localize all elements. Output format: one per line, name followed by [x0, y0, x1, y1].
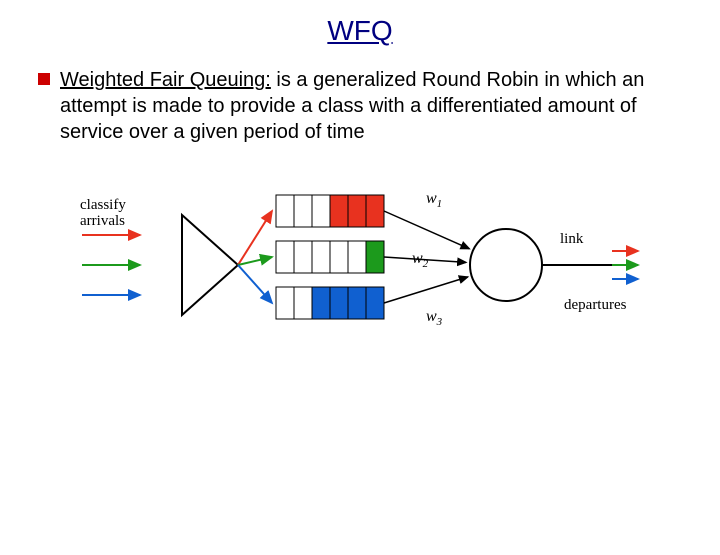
slide-title: WFQ — [0, 15, 720, 47]
svg-text:w1: w1 — [426, 190, 442, 210]
svg-text:w2: w2 — [412, 250, 429, 270]
svg-text:link: link — [560, 231, 584, 247]
svg-text:w3: w3 — [426, 308, 443, 328]
bullet-term: Weighted Fair Queuing: — [60, 69, 271, 91]
bullet-paragraph: Weighted Fair Queuing: is a generalized … — [60, 67, 680, 145]
svg-text:arrivals: arrivals — [80, 213, 125, 229]
svg-text:departures: departures — [564, 297, 627, 313]
svg-text:classify: classify — [80, 197, 126, 213]
bullet-marker — [38, 73, 50, 85]
wfq-diagram: classifyarrivals w1 w2 w3 link departures — [80, 175, 640, 395]
